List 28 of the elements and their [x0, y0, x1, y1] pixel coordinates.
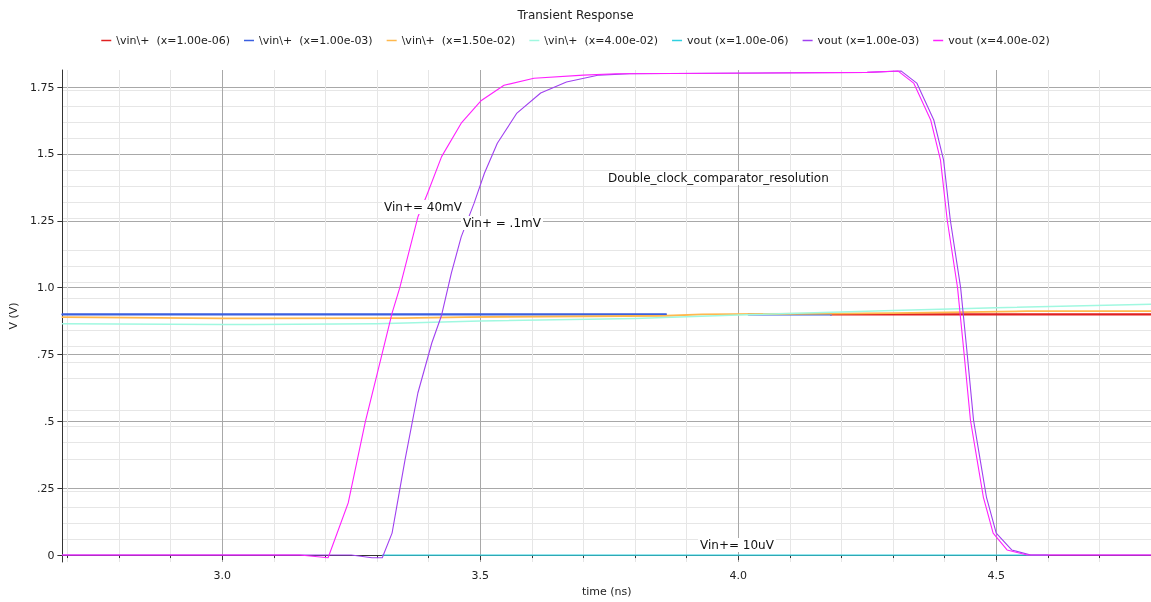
- line-series: [61, 303, 1151, 326]
- legend-label: \vin\+ (x=1.50e-02): [401, 34, 516, 47]
- x-tick-label: 3.5: [471, 569, 490, 582]
- x-tick-label: 4.5: [987, 569, 1005, 582]
- x-tick-label: 4.0: [729, 569, 748, 582]
- annotation: Vin+= 40mV: [384, 200, 463, 214]
- y-tick-label: 0: [47, 548, 55, 562]
- annotation: Vin+ = .1mV: [463, 216, 542, 230]
- legend-label: \vin\+ (x=1.00e-03): [258, 34, 373, 47]
- y-tick-label: .25: [36, 481, 55, 495]
- legend-label: \vin\+ (x=4.00e-02): [544, 34, 659, 47]
- y-tick-label: .5: [43, 414, 55, 428]
- annotation: Vin+= 10uV: [700, 538, 775, 552]
- legend-label: vout (x=1.00e-06): [687, 34, 789, 47]
- legend-label: vout (x=1.00e-03): [817, 34, 920, 47]
- y-tick-label: .75: [36, 348, 55, 361]
- annotation: Double_clock_comparator_resolution: [608, 171, 829, 185]
- legend-label: \vin\+ (x=1.00e-06): [116, 34, 230, 47]
- y-tick-label: 1.5: [36, 147, 55, 161]
- y-tick-label: 1.25: [29, 214, 55, 228]
- y-tick-label: 1.75: [29, 80, 55, 94]
- x-tick-label: 3.0: [213, 569, 232, 582]
- legend-label: vout (x=4.00e-02): [948, 34, 1050, 47]
- chart-title: Transient Response: [516, 8, 634, 22]
- y-axis-title: V (V): [7, 302, 20, 330]
- x-axis-title: time (ns): [581, 585, 632, 598]
- line-series: [61, 310, 1151, 320]
- y-tick-label: 1.0: [36, 281, 55, 295]
